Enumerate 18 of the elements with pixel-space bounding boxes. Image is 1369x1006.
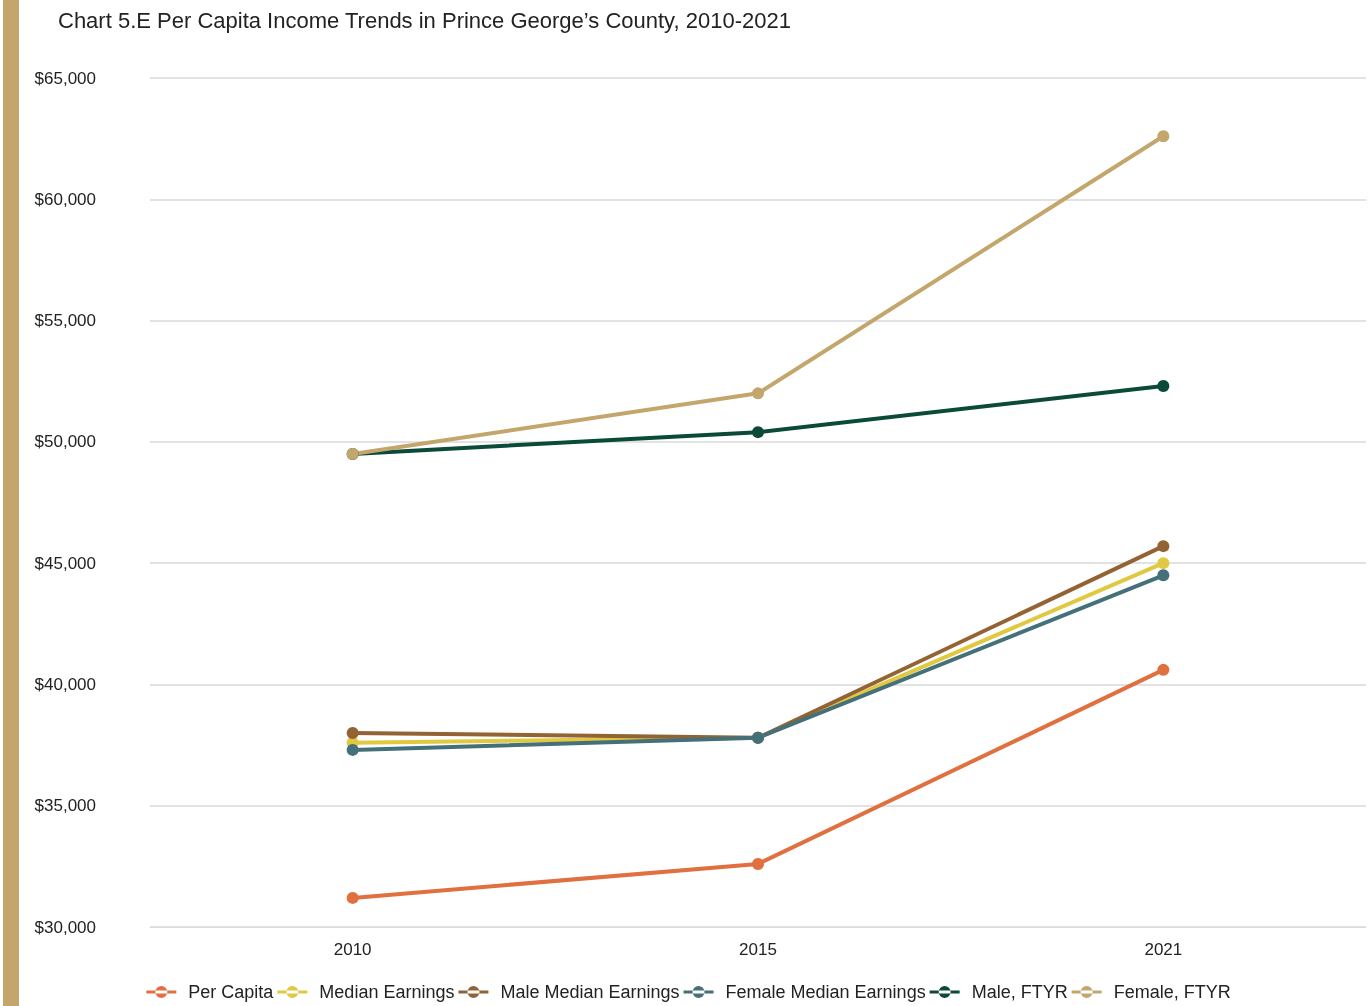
- x-tick-label: 2015: [739, 940, 777, 959]
- y-tick-label: $55,000: [34, 311, 96, 331]
- y-tick-label: $40,000: [34, 674, 96, 694]
- y-tick-label: $60,000: [34, 189, 96, 209]
- y-tick-label: $30,000: [34, 917, 96, 937]
- legend-label: Female, FTYR: [1113, 982, 1231, 1002]
- y-tick-label: $45,000: [34, 553, 96, 573]
- legend-label: Per Capita: [188, 982, 275, 1002]
- legend-label: Median Earnings: [319, 982, 455, 1002]
- y-tick-label: $65,000: [34, 68, 96, 88]
- legend-label: Male Median Earnings: [500, 982, 680, 1002]
- x-tick-label: 2010: [333, 940, 372, 959]
- y-tick-label: $50,000: [34, 432, 96, 452]
- legend-label: Male, FTYR: [971, 982, 1068, 1002]
- legend-label: Female Median Earnings: [725, 982, 926, 1002]
- y-tick-label: $35,000: [34, 796, 96, 816]
- chart-title: Chart 5.E Per Capita Income Trends in Prince George’s County, 2010-2021: [58, 7, 791, 33]
- x-tick-label: 2021: [1144, 940, 1183, 959]
